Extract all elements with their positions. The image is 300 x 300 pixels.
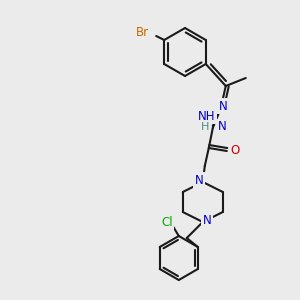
Text: N: N [218,100,227,112]
Text: NH: NH [198,110,215,122]
Text: H: H [200,122,209,132]
Text: Cl: Cl [161,215,172,229]
Text: H: H [200,118,209,130]
Text: O: O [230,145,239,158]
Text: N: N [218,121,226,134]
Text: Br: Br [136,26,149,40]
Text: N: N [194,173,203,187]
Text: N: N [202,214,211,226]
